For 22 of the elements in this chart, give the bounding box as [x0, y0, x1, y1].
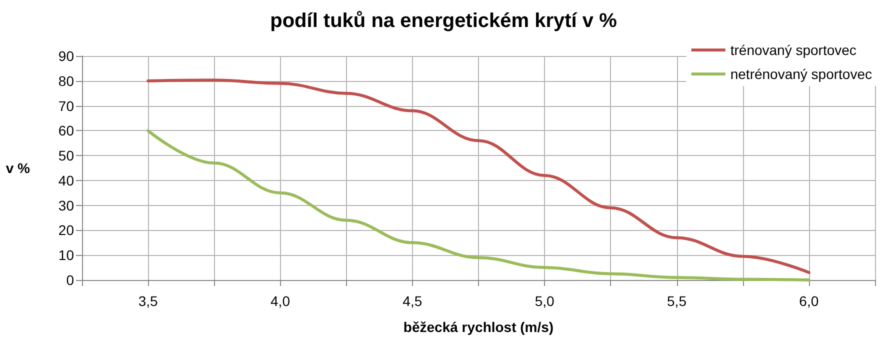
y-axis-title: v % [6, 160, 31, 176]
y-tick-label: 60 [58, 122, 74, 139]
y-tick-label: 80 [58, 72, 74, 89]
legend-label: trénovaný sportovec [730, 42, 856, 58]
x-tick-label: 3,5 [138, 293, 158, 309]
x-axis-title: běžecká rychlost (m/s) [403, 319, 554, 335]
y-tick-label: 10 [58, 247, 74, 264]
y-tick-label: 90 [58, 48, 74, 64]
x-tick-label: 6,0 [799, 293, 819, 309]
y-tick-label: 50 [58, 148, 74, 164]
y-tick-label: 30 [58, 197, 74, 214]
legend-label: netrénovaný sportovec [730, 66, 872, 82]
x-tick-label: 5,0 [534, 293, 555, 309]
chart-title: podíl tuků na energetickém krytí v % [270, 10, 618, 32]
x-tick-label: 4,5 [402, 293, 422, 309]
x-tick-label: 4,0 [270, 293, 290, 309]
line-series [146, 129, 810, 282]
y-tick-label: 0 [66, 272, 74, 288]
y-tick-label: 20 [58, 222, 74, 238]
y-tick-label: 40 [58, 172, 74, 188]
x-tick-label: 5,5 [667, 293, 687, 309]
y-tick-label: 70 [58, 98, 74, 114]
